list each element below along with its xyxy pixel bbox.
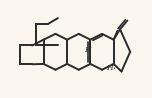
Text: H: H xyxy=(84,46,90,54)
Text: H: H xyxy=(107,64,113,72)
